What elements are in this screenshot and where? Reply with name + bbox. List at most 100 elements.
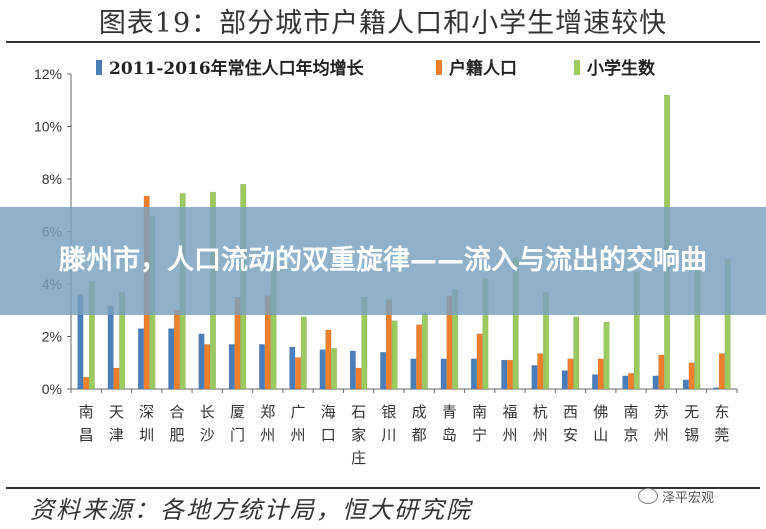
x-tick-label: 广 xyxy=(291,403,306,421)
x-tick-label: 家 xyxy=(351,426,366,444)
x-tick-label: 合 xyxy=(169,403,184,421)
x-tick-label: 南 xyxy=(79,403,94,421)
legend-label: 小学生数 xyxy=(587,58,656,79)
y-tick-label: 12% xyxy=(34,66,62,82)
x-tick-label: 东 xyxy=(714,403,729,421)
x-tick-label: 州 xyxy=(502,426,517,444)
x-tick-label: 都 xyxy=(412,426,427,444)
bar xyxy=(391,320,398,390)
bar xyxy=(597,358,604,390)
legend-swatch xyxy=(436,60,442,75)
bar xyxy=(198,333,205,390)
x-tick-label: 岛 xyxy=(442,426,457,444)
x-tick-label: 无 xyxy=(684,403,699,421)
bar xyxy=(603,321,610,390)
x-tick-label: 郑 xyxy=(260,403,275,421)
x-tick-label: 莞 xyxy=(714,426,729,444)
bar xyxy=(713,387,720,390)
x-tick-label: 南 xyxy=(472,403,487,421)
y-tick-label: 8% xyxy=(42,171,62,187)
bar xyxy=(319,349,326,390)
footer-divider xyxy=(6,487,760,489)
x-tick-label: 州 xyxy=(260,426,275,444)
bar xyxy=(501,359,508,390)
bar xyxy=(113,367,120,390)
bar xyxy=(628,373,635,390)
title-divider xyxy=(6,41,760,43)
bar xyxy=(506,359,513,390)
bar xyxy=(355,367,362,390)
x-tick-label: 州 xyxy=(654,426,669,444)
x-tick-label: 银 xyxy=(381,403,396,421)
bar xyxy=(622,375,629,390)
x-tick-label: 门 xyxy=(230,426,245,444)
bar xyxy=(416,324,423,390)
legend-label: 户籍人口 xyxy=(449,58,517,79)
x-tick-label: 庄 xyxy=(351,449,366,467)
bar xyxy=(325,329,332,390)
x-tick-label: 石 xyxy=(351,403,366,421)
bar xyxy=(537,353,544,390)
bar xyxy=(440,358,447,390)
bar xyxy=(688,362,695,390)
x-tick-label: 海 xyxy=(321,403,336,421)
x-tick-label: 州 xyxy=(533,426,548,444)
x-tick-label: 成 xyxy=(412,403,427,421)
x-tick-label: 福 xyxy=(502,403,517,421)
x-tick-label: 山 xyxy=(593,426,608,444)
bar xyxy=(300,316,307,390)
x-tick-label: 厦 xyxy=(230,403,245,421)
x-tick-label: 州 xyxy=(291,426,306,444)
bar xyxy=(168,328,175,390)
x-tick-label: 天 xyxy=(109,403,124,421)
bar xyxy=(476,333,483,390)
bar xyxy=(204,344,211,390)
x-tick-label: 口 xyxy=(321,426,336,444)
x-tick-label: 西 xyxy=(563,403,578,421)
bar xyxy=(592,374,599,390)
bar xyxy=(380,352,387,390)
bar xyxy=(531,365,538,390)
x-tick-label: 杭 xyxy=(533,403,548,421)
x-tick-label: 肥 xyxy=(169,426,184,444)
source-note: 资料来源：各地方统计局，恒大研究院 xyxy=(30,496,472,524)
bar xyxy=(652,375,659,390)
chart-title: 图表19：部分城市户籍人口和小学生增速较快 xyxy=(98,7,668,39)
x-tick-label: 安 xyxy=(563,426,578,444)
bar xyxy=(470,358,477,390)
legend-swatch xyxy=(96,60,102,75)
bar xyxy=(259,344,266,390)
bar xyxy=(658,354,665,390)
bar xyxy=(561,370,568,390)
y-tick-label: 2% xyxy=(42,329,62,345)
bar xyxy=(718,353,725,390)
x-tick-label: 宁 xyxy=(472,426,487,444)
watermark: 泽平宏观 xyxy=(638,485,714,507)
y-tick-label: 0% xyxy=(42,381,62,397)
bar xyxy=(137,328,144,390)
bar xyxy=(173,310,180,390)
bar xyxy=(107,306,114,390)
x-tick-label: 川 xyxy=(381,426,396,444)
wechat-icon xyxy=(638,488,658,504)
x-tick-label: 昌 xyxy=(79,426,94,444)
bar xyxy=(349,350,356,390)
x-tick-label: 佛 xyxy=(593,403,608,421)
x-tick-label: 深 xyxy=(139,403,154,421)
bar xyxy=(682,379,689,390)
x-tick-label: 圳 xyxy=(139,426,154,444)
watermark-label: 泽平宏观 xyxy=(662,490,715,506)
legend-swatch xyxy=(574,60,580,75)
bar xyxy=(573,316,580,390)
bar xyxy=(289,346,296,390)
bar xyxy=(410,358,417,390)
bar xyxy=(83,376,90,390)
legend-label: 2011-2016年常住人口年均增长 xyxy=(109,58,365,79)
bar xyxy=(228,344,235,390)
x-tick-label: 京 xyxy=(624,426,639,444)
bar xyxy=(295,357,302,390)
x-tick-label: 津 xyxy=(109,426,124,444)
x-tick-label: 青 xyxy=(442,403,457,421)
x-tick-label: 沙 xyxy=(200,426,215,444)
bar xyxy=(421,312,428,390)
